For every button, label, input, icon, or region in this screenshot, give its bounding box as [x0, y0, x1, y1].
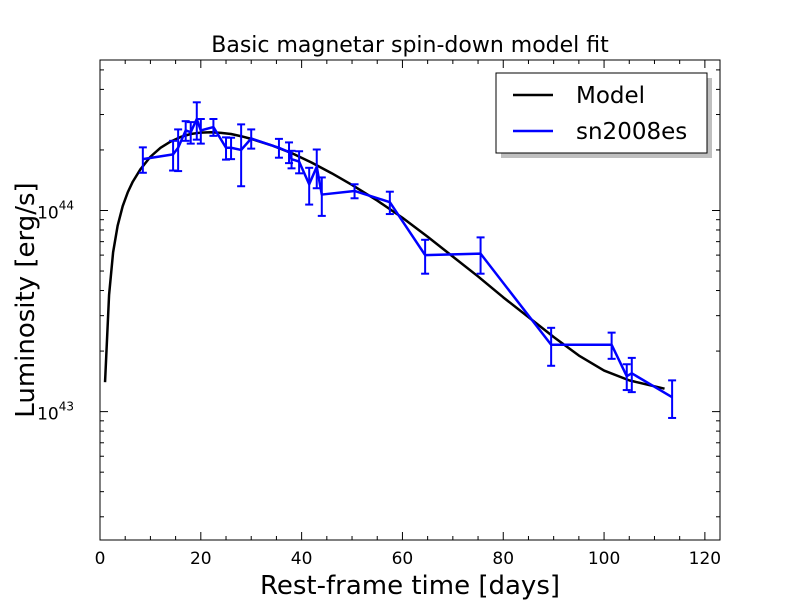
error-bar — [350, 183, 359, 200]
series-layer — [103, 101, 677, 419]
legend-box — [495, 72, 708, 154]
error-bar — [295, 150, 304, 175]
chart-title: Basic magnetar spin-down model fit — [211, 33, 609, 58]
x-tick-label: 20 — [190, 549, 212, 569]
y-axis-label: Luminosity [erg/s] — [11, 182, 41, 417]
error-bar — [421, 238, 430, 275]
error-bar — [237, 123, 246, 188]
error-bar — [476, 236, 485, 275]
x-tick-label: 40 — [291, 549, 313, 569]
error-bar — [547, 326, 556, 367]
error-bar — [196, 118, 205, 145]
series-line-sn2008es — [142, 117, 673, 399]
legend-label-sn2008es: sn2008es — [576, 119, 687, 145]
x-tick-label: 100 — [588, 549, 620, 569]
error-bar — [227, 136, 236, 161]
x-axis-label: Rest-frame time [days] — [260, 571, 560, 600]
plot-frame — [99, 59, 721, 541]
x-tick-label: 0 — [95, 549, 106, 569]
y-tick-label: 1044 — [37, 198, 74, 223]
error-bar — [186, 121, 195, 145]
error-bar — [312, 148, 321, 190]
y-tick-label: 1043 — [37, 400, 74, 425]
error-bar — [317, 176, 326, 217]
error-bar — [247, 128, 256, 150]
error-bar — [174, 128, 183, 173]
error-bar — [668, 379, 677, 419]
x-tick-label: 80 — [492, 549, 514, 569]
error-bar — [305, 166, 314, 206]
error-bar — [274, 137, 283, 159]
ticks-layer: 0 20 40 60 80 100 120 1043 1044 — [37, 60, 721, 569]
error-bar — [138, 146, 147, 174]
error-bar — [209, 118, 218, 137]
legend: Model sn2008es — [495, 72, 712, 158]
error-bar — [192, 101, 201, 141]
error-bar — [622, 363, 631, 392]
error-bar — [287, 149, 296, 170]
x-tick-label: 60 — [392, 549, 414, 569]
error-bar — [607, 331, 616, 360]
x-tick-label: 120 — [689, 549, 721, 569]
error-bar — [385, 190, 394, 216]
legend-label-model: Model — [576, 83, 645, 109]
series-line-model — [103, 130, 665, 390]
error-bar — [627, 356, 636, 394]
